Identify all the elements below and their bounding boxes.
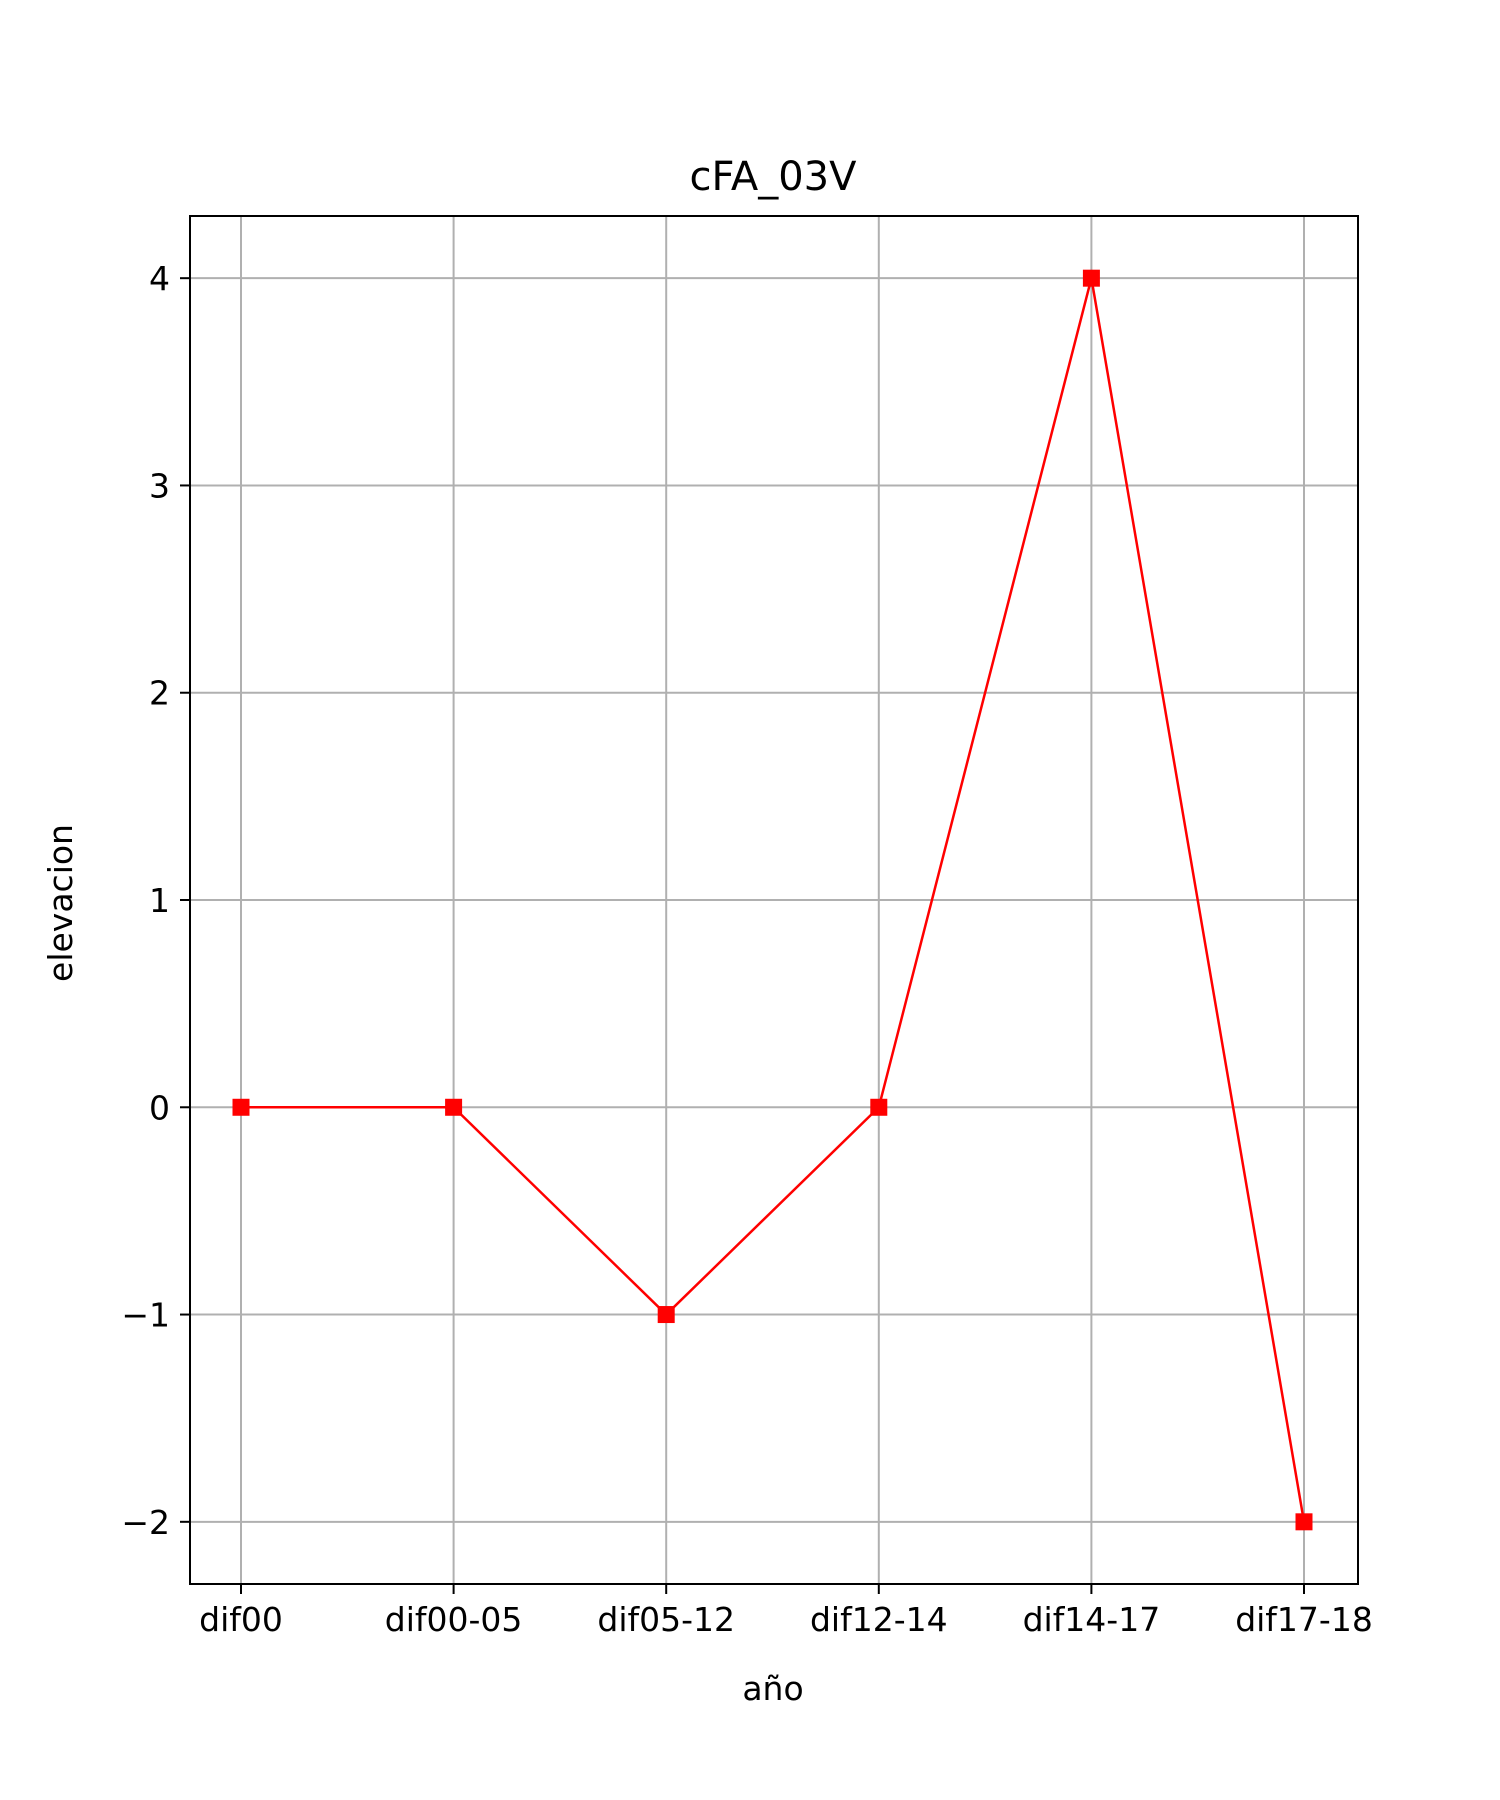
data-point-marker bbox=[232, 1098, 250, 1116]
data-point-marker bbox=[870, 1098, 888, 1116]
x-tick-label: dif14-17 bbox=[1023, 1600, 1161, 1639]
y-tick-label: −2 bbox=[121, 1503, 170, 1542]
chart-title: cFA_03V bbox=[690, 154, 858, 200]
x-axis-label: año bbox=[742, 1669, 803, 1708]
y-axis-label: elevacion bbox=[41, 824, 80, 982]
data-point-marker bbox=[1295, 1513, 1313, 1531]
series-layer bbox=[232, 269, 1313, 1531]
y-tick-label: 0 bbox=[149, 1088, 170, 1127]
series-line bbox=[241, 276, 1306, 1523]
data-point-marker bbox=[657, 1306, 675, 1324]
y-tick-label: 1 bbox=[149, 881, 170, 920]
x-tick-label: dif00 bbox=[199, 1600, 283, 1639]
x-tick-label: dif00-05 bbox=[385, 1600, 523, 1639]
axes: dif00 dif00-05 dif05-12 dif12-14 dif14-17 dif… bbox=[121, 259, 1372, 1639]
x-tick-label: dif12-14 bbox=[810, 1600, 948, 1639]
x-tick-label: dif17-18 bbox=[1235, 1600, 1373, 1639]
y-tick-label: 4 bbox=[149, 259, 170, 298]
y-tick-label: 3 bbox=[149, 466, 170, 505]
y-tick-label: 2 bbox=[149, 674, 170, 713]
data-point-marker bbox=[445, 1098, 463, 1116]
x-tick-label: dif05-12 bbox=[597, 1600, 735, 1639]
y-tick-label: −1 bbox=[121, 1296, 170, 1335]
data-point-marker bbox=[1082, 269, 1100, 287]
